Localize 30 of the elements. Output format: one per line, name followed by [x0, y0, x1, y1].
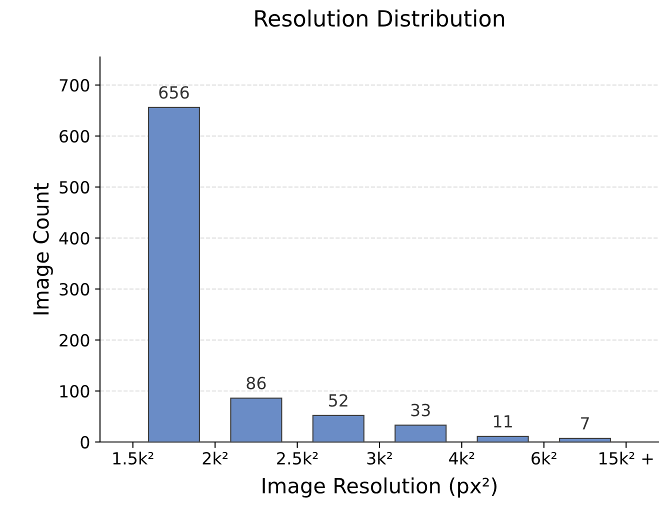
y-tick-label: 200 [60, 334, 90, 347]
text: 15k² + [600, 452, 653, 465]
text: 6k² [532, 452, 556, 465]
y-tick-label: 0 [80, 436, 90, 449]
y-tick-label: 100 [60, 384, 90, 398]
bar [394, 424, 447, 442]
bar [230, 398, 282, 442]
bar [148, 106, 200, 442]
text: 3k² [367, 452, 392, 465]
data-label: 11 [494, 415, 512, 428]
y-tick-label: 500 [60, 180, 90, 194]
data-label: 52 [329, 394, 348, 407]
data-label: 86 [246, 376, 266, 390]
y-tick-label: 700 [60, 79, 90, 92]
bar [558, 438, 612, 442]
y-tick-label: 600 [60, 130, 90, 143]
x-axis-title: Image Resolution (px²) [262, 477, 496, 498]
data-label: 33 [411, 404, 430, 416]
y-axis-title: Image Count [33, 183, 53, 314]
chart-title: Resolution Distribution [255, 10, 504, 27]
y-tick-label: 400 [59, 232, 90, 245]
text: 2.5k² [277, 452, 318, 465]
data-label: 656 [159, 86, 189, 99]
text: 2k² [202, 452, 228, 464]
text: 4k² [449, 452, 474, 464]
bar [312, 414, 364, 442]
data-label: 7 [581, 417, 589, 430]
bar [476, 436, 529, 442]
text: 1.5k² [113, 452, 154, 465]
y-tick-label: 300 [60, 282, 90, 296]
